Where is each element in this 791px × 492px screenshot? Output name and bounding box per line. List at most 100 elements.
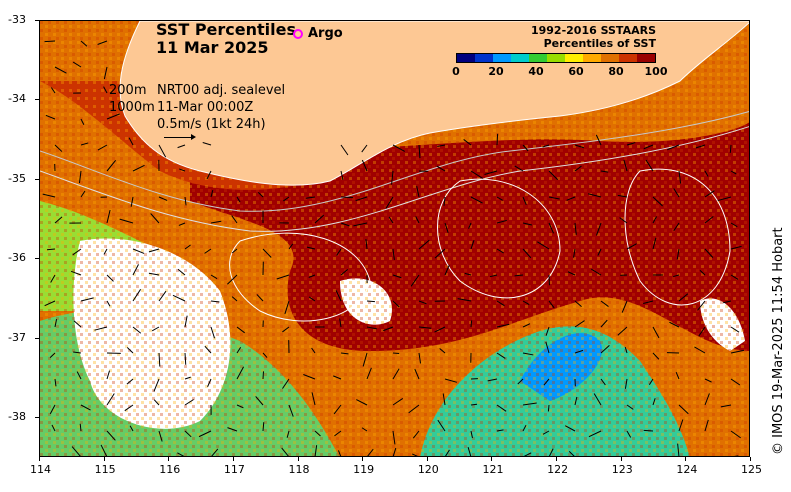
x-tick-mark	[620, 457, 622, 461]
current-arrow	[704, 248, 714, 258]
current-arrow	[119, 218, 134, 224]
current-arrow	[236, 196, 241, 203]
current-arrow	[257, 191, 264, 198]
current-arrow	[729, 144, 732, 153]
current-arrow	[678, 419, 684, 432]
current-arrow	[103, 248, 108, 255]
current-arrow	[306, 246, 316, 250]
current-arrow	[600, 170, 609, 173]
current-arrow	[236, 366, 245, 380]
current-arrow	[496, 429, 504, 432]
current-arrow	[730, 326, 740, 333]
current-arrow	[172, 294, 186, 302]
current-arrow	[443, 196, 446, 206]
current-arrow	[80, 118, 85, 125]
current-arrow	[678, 404, 689, 415]
current-arrow	[337, 450, 342, 456]
current-arrow	[236, 347, 242, 354]
current-arrow	[339, 318, 342, 328]
current-arrow	[496, 300, 505, 307]
current-arrow	[652, 216, 658, 224]
current-arrow	[574, 222, 577, 235]
current-arrow	[588, 193, 602, 198]
current-arrow	[391, 170, 394, 185]
current-arrow	[442, 393, 446, 406]
current-arrow	[150, 213, 160, 224]
current-arrow	[100, 444, 108, 456]
current-arrow	[678, 293, 689, 302]
current-arrow	[128, 137, 134, 146]
current-arrow	[231, 215, 238, 224]
current-arrow	[522, 323, 531, 328]
current-arrow	[132, 264, 139, 276]
current-arrow	[366, 326, 377, 330]
current-arrow	[308, 274, 316, 278]
current-arrow	[522, 352, 534, 356]
current-arrow	[361, 159, 368, 172]
current-arrow	[158, 352, 161, 367]
current-arrow	[158, 144, 167, 158]
current-arrow	[49, 404, 56, 415]
current-arrow	[80, 190, 86, 198]
current-arrow	[367, 448, 374, 456]
current-arrow	[621, 300, 628, 313]
current-arrow	[537, 241, 550, 250]
current-arrow	[210, 190, 214, 198]
current-arrow	[392, 248, 395, 260]
current-arrow	[591, 268, 602, 276]
current-arrow	[548, 170, 559, 181]
current-arrow	[415, 216, 420, 224]
current-arrow	[514, 165, 524, 172]
legend-tick-label: 20	[488, 65, 504, 78]
sealevel-time: 11-Mar 00:00Z	[157, 100, 254, 115]
x-tick-mark	[103, 457, 105, 461]
current-arrow	[626, 243, 637, 250]
current-arrow	[548, 448, 554, 456]
current-arrow	[626, 404, 634, 410]
map-frame[interactable]: SST Percentiles 11 Mar 2025 Argo 1992-20…	[39, 20, 750, 457]
current-arrow	[523, 452, 532, 456]
current-arrow	[283, 196, 290, 202]
current-arrow	[522, 424, 527, 432]
y-tick-label: -35	[8, 171, 26, 185]
current-arrow	[383, 326, 394, 332]
current-arrow	[71, 446, 81, 456]
current-arrow	[444, 264, 450, 276]
current-arrow	[314, 430, 321, 437]
current-arrow	[593, 393, 602, 406]
current-arrow	[522, 222, 532, 226]
y-tick-mark	[35, 99, 39, 101]
current-arrow	[522, 248, 532, 259]
current-arrow	[148, 272, 160, 276]
x-tick-label: 114	[30, 463, 51, 476]
current-arrow	[720, 404, 732, 408]
current-arrow	[677, 443, 680, 456]
current-arrow	[207, 378, 212, 388]
current-arrow	[50, 274, 56, 283]
current-arrow	[439, 348, 446, 354]
current-arrow	[178, 168, 186, 172]
current-arrow	[361, 144, 368, 153]
current-arrow	[730, 170, 737, 175]
current-arrow	[103, 86, 108, 94]
x-tick-label: 122	[547, 463, 569, 476]
current-arrow	[286, 430, 290, 438]
current-arrow	[698, 326, 706, 337]
current-arrow	[574, 349, 584, 354]
current-arrow	[366, 367, 372, 380]
current-arrow	[434, 248, 446, 259]
current-arrow	[437, 144, 446, 147]
current-arrow	[50, 87, 56, 94]
legend-tick-label: 0	[452, 65, 460, 78]
current-arrow	[730, 378, 741, 386]
current-arrow	[80, 297, 94, 302]
current-arrow	[76, 371, 82, 380]
current-arrow	[227, 427, 238, 432]
current-arrow	[434, 326, 446, 333]
current-arrow	[548, 300, 555, 309]
current-arrow	[103, 66, 108, 80]
x-tick-label: 115	[94, 463, 116, 476]
current-arrow	[126, 347, 134, 354]
sealevel-source: NRT00 adj. sealevel	[157, 83, 286, 98]
colorbar-swatch	[583, 54, 601, 62]
